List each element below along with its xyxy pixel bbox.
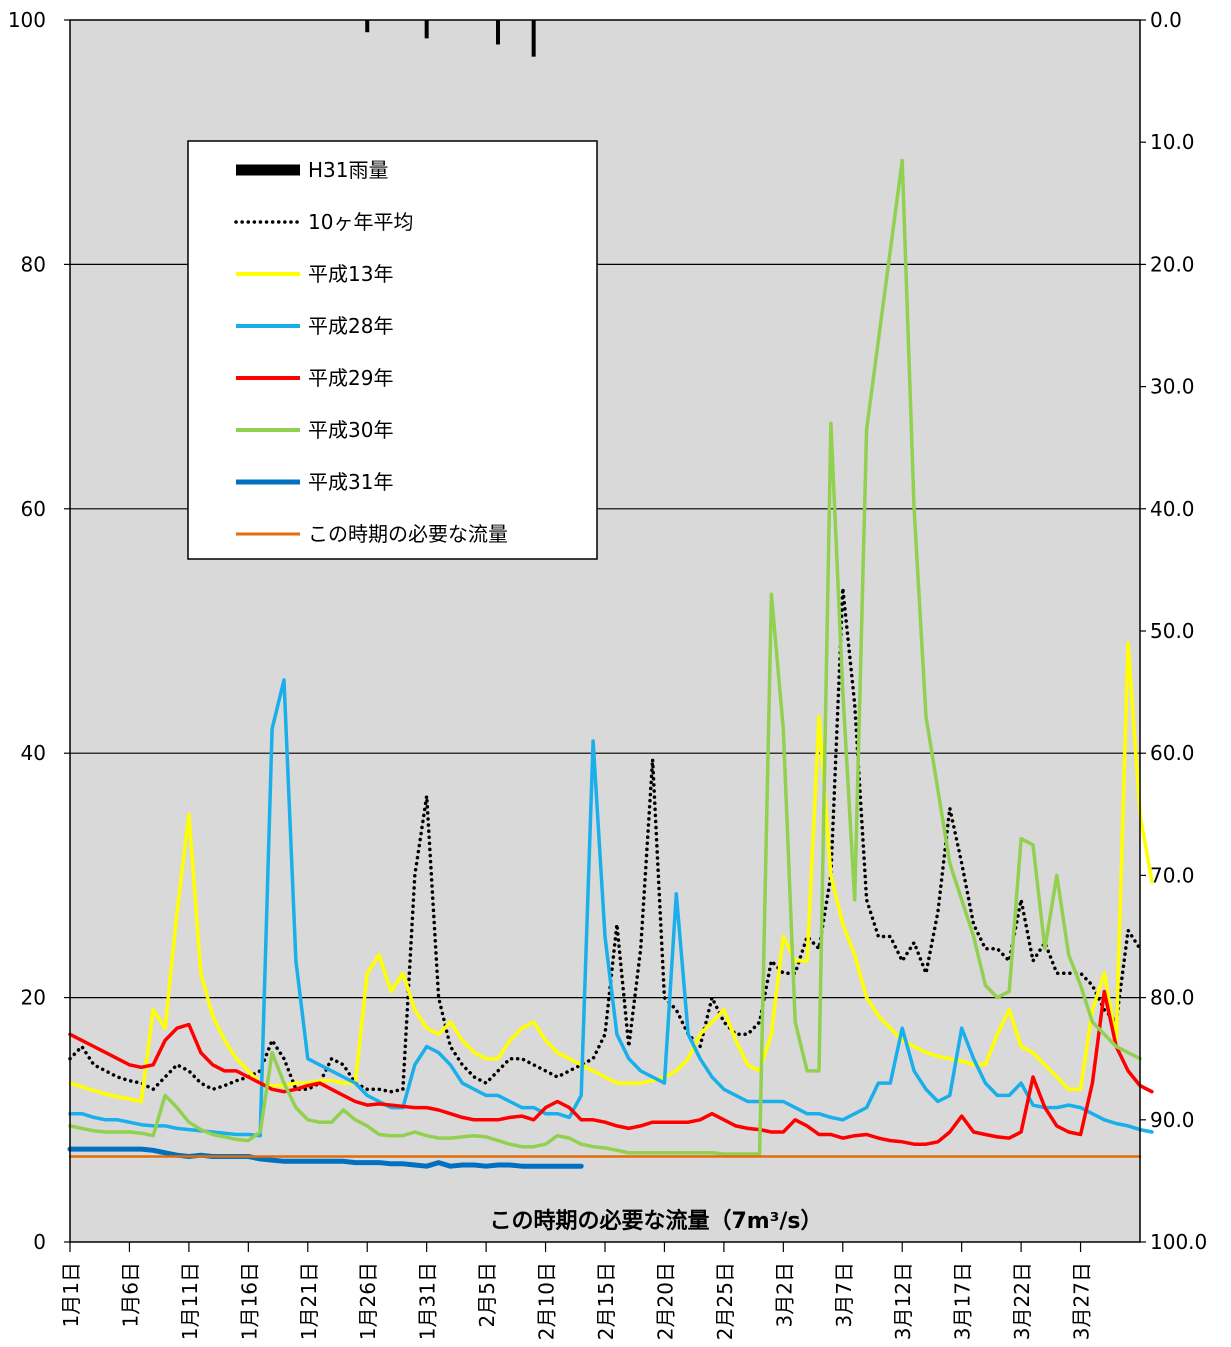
x-axis: 1月1日 1月6日 1月11日 1月16日 1月21日 1月26日 1月31日 2月5日 2月1…	[59, 1242, 1094, 1340]
legend-label: 平成28年	[308, 314, 393, 338]
y-left-tick-label: 0	[33, 1230, 46, 1254]
x-tick-label: 1月26日	[356, 1262, 380, 1340]
legend-label: 平成31年	[308, 470, 393, 494]
y-left-tick-label: 100	[8, 8, 46, 32]
x-tick-label: 3月17日	[951, 1262, 975, 1340]
x-tick-label: 1月6日	[118, 1262, 142, 1327]
y-right-tick-label: 10.0	[1150, 130, 1195, 154]
required-flow-annotation: この時期の必要な流量（7m³/s）	[490, 1208, 823, 1234]
legend-label: この時期の必要な流量	[308, 522, 508, 546]
x-tick-label: 1月31日	[416, 1262, 440, 1340]
series-line	[67, 1146, 584, 1169]
rain-bar	[496, 20, 500, 45]
legend-label: 平成13年	[308, 262, 393, 286]
y-right-tick-label: 70.0	[1150, 863, 1195, 887]
y-right-tick-label: 90.0	[1150, 1108, 1195, 1132]
legend-label: H31雨量	[308, 158, 389, 182]
x-tick-label: 1月21日	[297, 1262, 321, 1340]
y-right-tick-label: 60.0	[1150, 741, 1195, 765]
series-line	[68, 989, 1154, 1146]
y-right-tick-label: 0.0	[1150, 8, 1182, 32]
x-tick-label: 3月27日	[1070, 1262, 1094, 1340]
y-left-tick-label: 80	[21, 252, 46, 276]
y-right-tick-label: 50.0	[1150, 619, 1195, 643]
y-right-tick-label: 20.0	[1150, 252, 1195, 276]
legend-label: 平成29年	[308, 366, 393, 390]
rain-bar	[531, 20, 536, 57]
x-tick-label: 2月15日	[594, 1262, 618, 1340]
series-line	[68, 158, 1142, 1156]
legend-label: 10ヶ年平均	[308, 210, 413, 234]
x-tick-label: 2月10日	[535, 1262, 559, 1340]
x-tick-label: 1月16日	[237, 1262, 261, 1340]
y-right-tick-label: 80.0	[1150, 986, 1195, 1010]
y-left-tick-label: 40	[21, 741, 46, 765]
x-tick-label: 2月25日	[713, 1262, 737, 1340]
y-right-tick-label: 40.0	[1150, 497, 1195, 521]
x-tick-label: 1月11日	[178, 1262, 202, 1340]
x-tick-label: 3月2日	[772, 1262, 796, 1327]
x-tick-label: 2月5日	[475, 1262, 499, 1327]
legend: H31雨量 10ヶ年平均平成13年平成28年平成29年平成30年平成31年この時期…	[187, 140, 598, 560]
x-tick-label: 1月1日	[59, 1262, 83, 1327]
x-tick-label: 3月12日	[891, 1262, 915, 1340]
legend-label: 平成30年	[308, 418, 393, 442]
series-line	[68, 678, 1154, 1138]
x-tick-label: 3月22日	[1010, 1262, 1034, 1340]
series-lines	[67, 158, 1154, 1169]
y-left-tick-label: 60	[21, 497, 46, 521]
y-axis-left: 0 20 40 60 80 100	[8, 8, 70, 1254]
legend-box	[187, 140, 598, 560]
y-left-tick-label: 20	[21, 986, 46, 1010]
x-tick-label: 2月20日	[653, 1262, 677, 1340]
y-right-tick-label: 30.0	[1150, 375, 1195, 399]
rain-bars	[365, 20, 536, 57]
rain-bar	[365, 20, 370, 33]
y-axis-right: 0.0 10.0 20.0 30.0 40.0 50.0 60.0 70.0 80.0 90.0 1…	[1140, 8, 1207, 1254]
series-line	[68, 641, 1154, 1104]
x-tick-label: 3月7日	[832, 1262, 856, 1327]
rain-bar	[424, 20, 429, 39]
y-right-tick-label: 100.0	[1150, 1230, 1207, 1254]
